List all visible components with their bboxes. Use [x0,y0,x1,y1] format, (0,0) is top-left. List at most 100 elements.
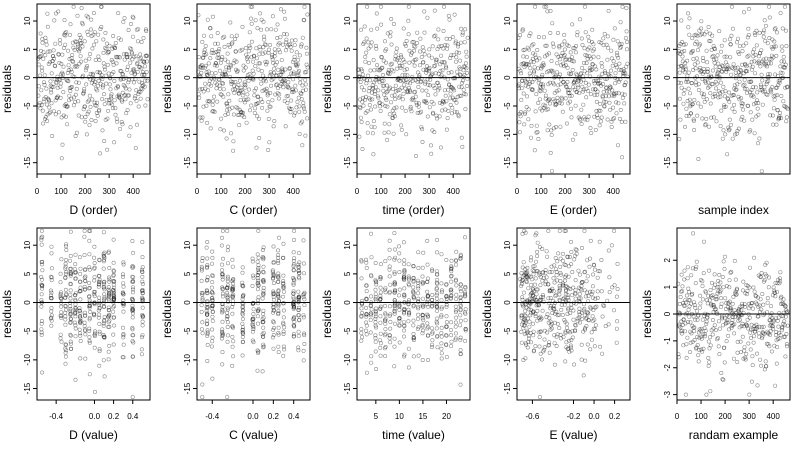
scatter-point [573,323,578,328]
scatter-point [83,332,88,337]
scatter-point [68,282,73,287]
scatter-point [97,321,102,326]
scatter-point [551,303,556,308]
scatter-point [733,314,738,319]
scatter-point [548,30,553,35]
scatter-point [449,53,454,58]
scatter-point [564,321,569,326]
scatter-point [57,37,62,42]
scatter-point [377,100,382,105]
scatter-point [711,95,716,100]
scatter-point [435,272,440,277]
scatter-point [681,91,686,96]
scatter-point [102,318,107,323]
scatter-point [239,85,244,90]
scatter-point [130,306,135,311]
scatter-point [575,316,580,321]
scatter-point [368,311,373,316]
scatter-point [599,83,604,88]
scatter-point [406,18,411,23]
scatter-point [770,113,775,118]
scatter-point [92,301,97,306]
scatter-point [384,97,389,102]
scatter-point [373,349,378,354]
scatter-point [530,268,535,273]
scatter-point [51,53,56,58]
scatter-point [410,96,415,101]
scatter-point [565,284,570,289]
scatter-point [264,62,269,67]
scatter-point [111,294,116,299]
scatter-point [276,330,281,335]
scatter-point [281,320,286,325]
scatter-point [448,55,453,60]
scatter-point [77,49,82,54]
scatter-point [267,140,272,145]
scatter-point [621,67,626,72]
scatter-point [604,86,609,91]
scatter-point [775,345,780,350]
scatter-point [717,352,722,357]
scatter-point [220,268,225,273]
scatter-point [60,72,65,77]
scatter-point [741,311,746,316]
scatter-point [73,276,78,281]
scatter-point [459,85,464,90]
scatter-point [411,354,416,359]
x-tick-label: 0.0 [588,412,600,421]
scatter-point [732,258,737,263]
scatter-point [444,65,449,70]
scatter-point [200,331,205,336]
scatter-point [785,84,790,89]
scatter-point [749,322,754,327]
scatter-point [109,58,114,63]
scatter-point [733,289,738,294]
scatter-point [240,301,245,306]
scatter-point [729,93,734,98]
scatter-point [281,322,286,327]
scatter-point [397,316,402,321]
scatter-point [39,286,44,291]
scatter-point [585,71,590,76]
scatter-point [422,81,427,86]
scatter-point [280,79,285,84]
scatter-point [100,128,105,133]
scatter-point [373,279,378,284]
y-tick-label: -5 [183,327,192,335]
scatter-point [197,74,202,79]
scatter-point [277,41,282,46]
scatter-point [767,15,772,20]
scatter-point [92,292,97,297]
scatter-point [217,68,222,73]
scatter-point [378,338,383,343]
scatter-point [63,350,68,355]
scatter-point [130,279,135,284]
scatter-point [379,66,384,71]
scatter-point [92,260,97,265]
scatter-point [207,78,212,83]
scatter-point [389,67,394,72]
scatter-point [78,356,83,361]
scatter-point [784,115,789,120]
scatter-point [289,71,294,76]
scatter-point [740,301,745,306]
scatter-point [557,283,562,288]
scatter-point [231,277,236,282]
scatter-point [101,230,106,235]
scatter-point [87,305,92,310]
scatter-point [62,18,67,23]
scatter-point [141,83,146,88]
scatter-point [242,100,247,105]
scatter-point [220,362,225,367]
scatter-point [64,291,69,296]
scatter-point [398,94,403,99]
scatter-point [88,51,93,56]
scatter-point [612,26,617,31]
scatter-point [751,85,756,90]
scatter-point [607,89,612,94]
scatter-point [591,87,596,92]
scatter-point [87,267,92,272]
scatter-point [407,60,412,65]
scatter-point [678,311,683,316]
scatter-point [701,271,706,276]
